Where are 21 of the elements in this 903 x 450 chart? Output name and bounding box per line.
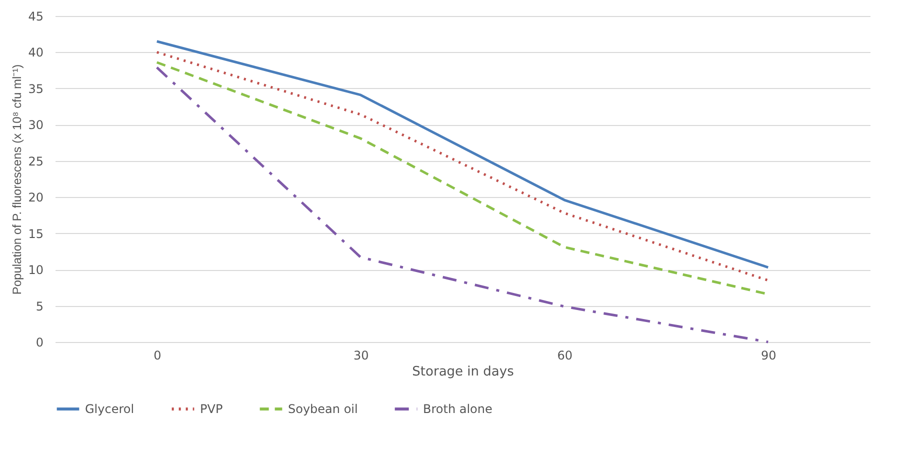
legend-label: Broth alone bbox=[423, 402, 492, 416]
y-tick-label: 20 bbox=[28, 190, 44, 205]
y-tick-label: 10 bbox=[28, 263, 44, 278]
y-tick-label: 5 bbox=[36, 299, 44, 314]
legend-label: Soybean oil bbox=[288, 402, 358, 416]
x-tick-label: 60 bbox=[557, 348, 573, 362]
legend-label: Glycerol bbox=[85, 402, 134, 416]
y-tick-label: 0 bbox=[36, 336, 44, 350]
x-axis-title: Storage in days bbox=[412, 364, 514, 380]
y-tick-label: 45 bbox=[28, 10, 44, 24]
y-axis-title: Population of P. fluorescens (x 10⁸ cfu ml⁻¹) bbox=[10, 64, 24, 295]
y-tick-label: 35 bbox=[28, 82, 44, 96]
y-tick-label: 40 bbox=[28, 46, 44, 60]
line-series bbox=[156, 66, 770, 344]
y-tick-label: 15 bbox=[28, 226, 44, 241]
x-tick-label: 90 bbox=[760, 348, 776, 362]
x-tick-label: 0 bbox=[154, 348, 162, 362]
x-tick-label: 30 bbox=[353, 348, 369, 362]
y-tick-label: 25 bbox=[28, 154, 44, 168]
legend-label: PVP bbox=[200, 402, 223, 416]
y-tick-label: 30 bbox=[28, 118, 44, 132]
